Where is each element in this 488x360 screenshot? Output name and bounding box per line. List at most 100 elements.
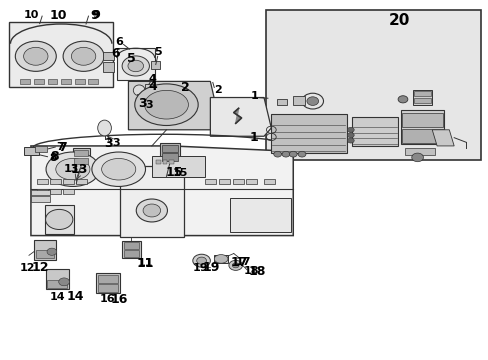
Polygon shape <box>210 98 271 136</box>
Bar <box>75 79 84 84</box>
Bar <box>63 189 74 194</box>
Bar <box>37 179 48 184</box>
Text: 5: 5 <box>127 52 136 65</box>
Polygon shape <box>431 130 453 146</box>
Text: 20: 20 <box>388 13 409 28</box>
Text: 2: 2 <box>213 85 221 95</box>
Text: 16: 16 <box>111 293 128 306</box>
Bar <box>401 129 442 143</box>
Ellipse shape <box>47 248 57 255</box>
Bar <box>88 79 98 84</box>
Text: 11: 11 <box>137 258 152 268</box>
Bar <box>103 52 114 59</box>
Ellipse shape <box>397 96 407 103</box>
Bar <box>219 179 229 184</box>
Bar <box>246 179 257 184</box>
Text: 16: 16 <box>100 294 116 304</box>
Text: 15: 15 <box>165 166 183 179</box>
Text: 6: 6 <box>111 47 120 60</box>
Ellipse shape <box>196 257 206 264</box>
Ellipse shape <box>306 97 318 105</box>
Ellipse shape <box>23 47 48 65</box>
Bar <box>152 156 205 177</box>
Bar <box>271 114 346 153</box>
Bar <box>24 147 39 155</box>
Bar <box>98 284 118 292</box>
Text: 19: 19 <box>202 261 220 274</box>
Ellipse shape <box>56 158 90 180</box>
Text: 3: 3 <box>112 139 120 148</box>
Bar <box>47 280 67 288</box>
Ellipse shape <box>192 254 210 267</box>
Ellipse shape <box>214 255 227 263</box>
Ellipse shape <box>289 151 297 157</box>
Bar <box>96 273 120 293</box>
Text: 8: 8 <box>49 153 57 163</box>
Ellipse shape <box>346 138 353 143</box>
Text: 3: 3 <box>145 100 153 110</box>
Bar <box>35 145 47 152</box>
Bar <box>31 190 50 195</box>
Ellipse shape <box>63 41 104 71</box>
Bar <box>161 153 178 161</box>
Bar <box>74 150 88 156</box>
Bar <box>123 242 139 249</box>
Bar <box>44 205 74 234</box>
Text: 1: 1 <box>250 91 258 101</box>
Bar <box>45 269 69 289</box>
Bar <box>123 250 139 257</box>
Ellipse shape <box>122 56 149 76</box>
Bar <box>63 179 74 184</box>
Bar <box>151 61 159 69</box>
Ellipse shape <box>135 84 198 126</box>
Bar <box>36 250 54 258</box>
Text: 7: 7 <box>56 142 64 152</box>
Bar <box>413 91 430 96</box>
Bar <box>264 179 274 184</box>
Text: 3: 3 <box>138 98 146 111</box>
Text: 9: 9 <box>92 10 100 20</box>
Text: 12: 12 <box>32 261 49 274</box>
Text: 13: 13 <box>63 164 79 174</box>
Bar <box>232 179 243 184</box>
Bar <box>169 160 174 164</box>
Text: 18: 18 <box>244 266 259 276</box>
Bar <box>74 158 88 164</box>
Ellipse shape <box>59 278 69 286</box>
Text: 2: 2 <box>180 81 189 94</box>
Ellipse shape <box>102 158 136 180</box>
Ellipse shape <box>45 210 73 229</box>
Bar <box>76 179 87 184</box>
Text: 5: 5 <box>154 47 161 57</box>
Text: 17: 17 <box>230 256 248 269</box>
Text: 19: 19 <box>192 263 208 273</box>
Bar <box>50 179 61 184</box>
Bar <box>120 166 183 237</box>
Ellipse shape <box>411 153 423 162</box>
Text: 10: 10 <box>49 9 67 22</box>
Ellipse shape <box>128 60 143 72</box>
Polygon shape <box>128 81 219 130</box>
Bar <box>351 117 397 146</box>
Bar <box>401 113 442 127</box>
Bar <box>229 198 290 232</box>
Bar <box>50 189 61 194</box>
Bar <box>103 62 114 72</box>
Bar <box>205 179 216 184</box>
Text: 10: 10 <box>23 10 39 20</box>
Text: 4: 4 <box>148 80 157 93</box>
Ellipse shape <box>282 151 289 157</box>
Text: 6: 6 <box>115 37 123 47</box>
Bar <box>47 79 57 84</box>
Text: 14: 14 <box>49 292 65 302</box>
Text: 11: 11 <box>136 257 153 270</box>
Bar <box>61 79 71 84</box>
Text: 3: 3 <box>104 137 113 150</box>
Bar <box>98 275 118 283</box>
Bar <box>73 148 90 166</box>
Bar <box>161 145 178 152</box>
Text: 4: 4 <box>148 74 157 84</box>
Bar <box>293 96 305 105</box>
Ellipse shape <box>15 41 56 71</box>
Bar <box>34 79 43 84</box>
